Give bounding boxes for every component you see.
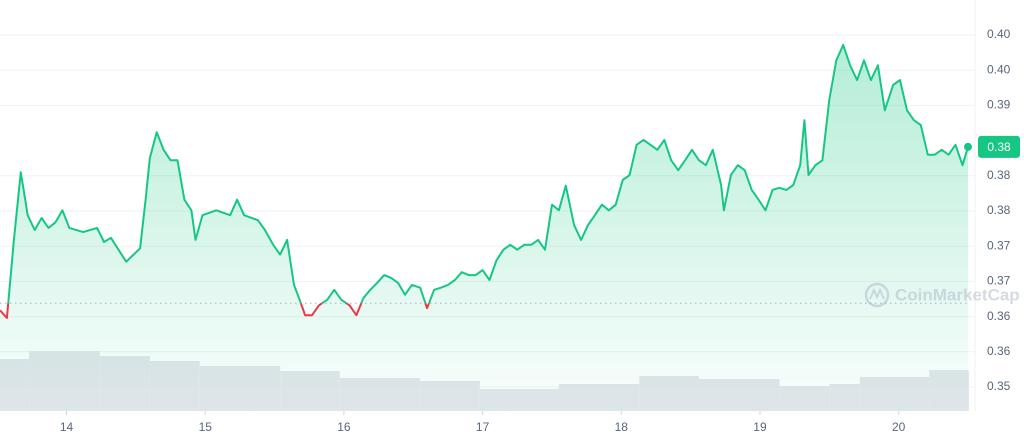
x-tick-label: 19: [753, 420, 767, 434]
watermark-logo: [864, 282, 890, 308]
x-tick-label: 14: [60, 420, 74, 434]
y-tick-label: 0.36: [987, 344, 1011, 358]
last-point: [964, 142, 972, 151]
y-tick-label: 0.36: [987, 309, 1011, 323]
price-badge-label: 0.38: [987, 140, 1011, 154]
price-badge: [978, 135, 1020, 158]
plot: [0, 0, 976, 415]
y-tick-label: 0.37: [987, 274, 1011, 288]
price-area: [0, 44, 968, 412]
watermark-text: CoinMarketCap: [895, 285, 1020, 304]
watermark: CoinMarketCap: [864, 282, 1020, 308]
x-tick-label: 16: [337, 420, 351, 434]
y-tick-label: 0.37: [987, 238, 1011, 252]
y-tick-label: 0.40: [987, 62, 1011, 76]
x-tick-label: 17: [476, 420, 490, 434]
y-tick-label: 0.38: [987, 168, 1011, 182]
price-line-up: [7, 43, 969, 304]
volume-bar: [968, 371, 969, 411]
y-tick-label: 0.39: [987, 98, 1011, 112]
watermark-logo-mark: [869, 287, 885, 300]
y-tick-label: 0.38: [987, 203, 1011, 217]
x-tick-label: 18: [615, 420, 629, 434]
x-tick-label: 15: [199, 420, 213, 434]
x-tick-label: 20: [892, 420, 906, 434]
y-tick-label: 0.40: [987, 27, 1011, 41]
y-tick-label: 0.35: [987, 379, 1011, 393]
